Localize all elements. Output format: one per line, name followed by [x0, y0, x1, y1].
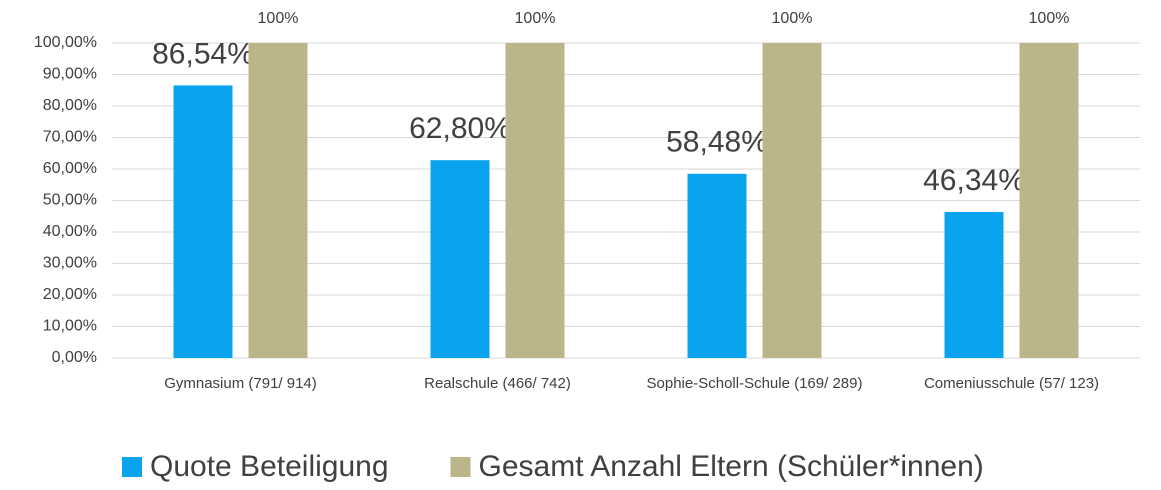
y-tick-label: 30,00% — [43, 255, 97, 272]
y-tick-label: 0,00% — [52, 349, 97, 366]
x-tick-label: Gymnasium (791/ 914) — [164, 375, 317, 392]
legend-label: Gesamt Anzahl Eltern (Schüler*innen) — [479, 450, 984, 483]
y-tick-label: 100,00% — [34, 34, 97, 51]
bar — [248, 43, 308, 358]
data-label: 58,48% — [666, 126, 768, 159]
data-label: 62,80% — [409, 112, 511, 145]
data-label: 100% — [1029, 10, 1070, 27]
data-label: 46,34% — [923, 164, 1025, 197]
data-label: 100% — [258, 10, 299, 27]
y-tick-label: 40,00% — [43, 223, 97, 240]
bar — [1019, 43, 1079, 358]
x-tick-label: Comeniusschule (57/ 123) — [923, 375, 1100, 392]
data-label: 100% — [515, 10, 556, 27]
x-tick-label: Sophie-Scholl-Schule (169/ 289) — [646, 375, 863, 392]
bar — [430, 160, 490, 358]
bar — [505, 43, 565, 358]
bar — [762, 43, 822, 358]
y-tick-label: 80,00% — [43, 97, 97, 114]
legend-label: Quote Beteiligung — [150, 450, 389, 483]
data-label: 86,54% — [152, 37, 254, 70]
y-tick-label: 60,00% — [43, 160, 97, 177]
data-label: 100% — [772, 10, 813, 27]
legend-swatch — [450, 457, 471, 477]
bar — [173, 85, 233, 359]
y-tick-label: 50,00% — [43, 192, 97, 209]
y-tick-label: 90,00% — [43, 66, 97, 83]
x-tick-label: Realschule (466/ 742) — [424, 375, 571, 392]
legend-swatch — [122, 457, 142, 477]
y-tick-label: 20,00% — [43, 286, 97, 303]
bar — [687, 173, 747, 358]
y-tick-label: 10,00% — [43, 318, 97, 335]
y-tick-label: 70,00% — [43, 129, 97, 146]
bar — [944, 212, 1004, 358]
